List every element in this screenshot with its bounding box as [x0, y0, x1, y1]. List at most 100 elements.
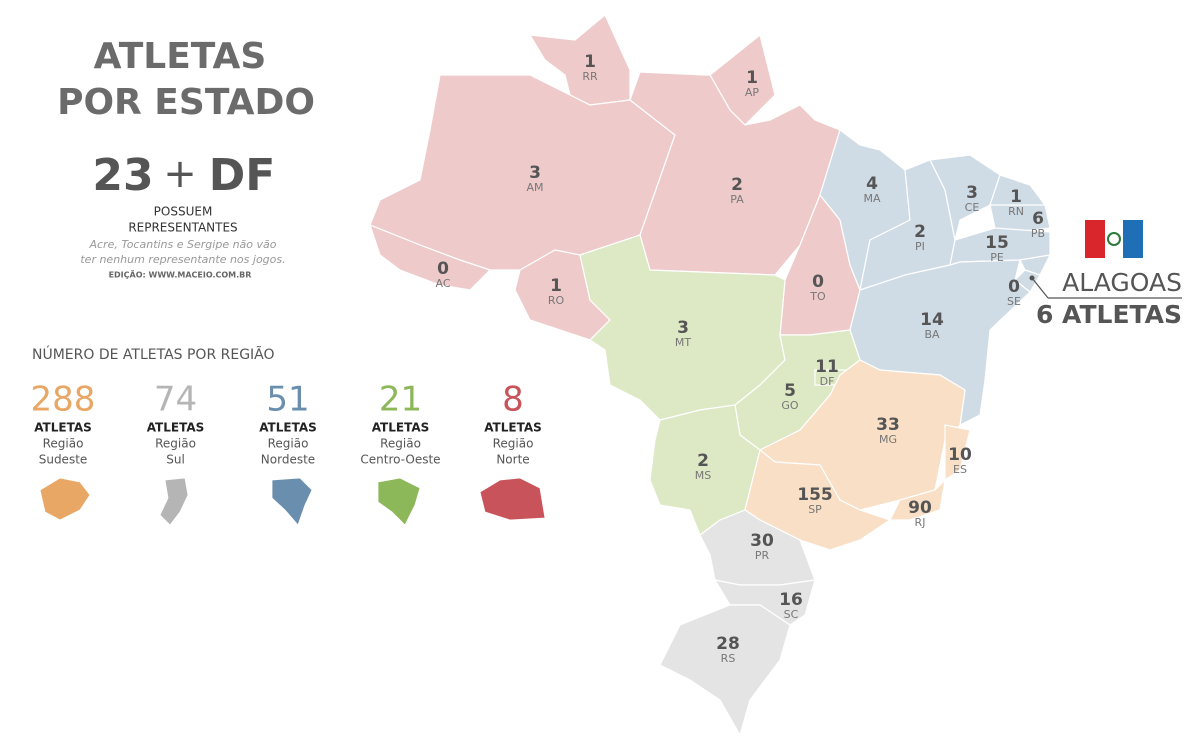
- state-abbr: RS: [721, 652, 736, 665]
- plus-sign: +: [163, 151, 197, 197]
- state-abbr: AM: [526, 181, 543, 194]
- state-count: 1: [550, 276, 562, 296]
- state-abbr: GO: [781, 399, 799, 412]
- region-label: Região: [268, 437, 309, 451]
- state-abbr: MS: [695, 469, 711, 482]
- state-abbr: BA: [924, 328, 940, 341]
- map: [369, 14, 1052, 737]
- region-total: 74: [154, 380, 197, 420]
- state-shape: [929, 154, 1001, 241]
- region-total: 8: [502, 380, 524, 420]
- state-count: 90: [908, 498, 932, 518]
- region-icon: [479, 477, 546, 521]
- state-count: 1: [584, 52, 596, 72]
- region-label: Região: [155, 437, 196, 451]
- state-count: 33: [876, 415, 900, 435]
- state-count: 10: [948, 445, 972, 465]
- region-total: 288: [31, 380, 96, 420]
- note: ter nenhum representante nos jogos.: [80, 253, 285, 266]
- region-label: Norte: [496, 453, 529, 467]
- title: ATLETAS: [94, 36, 267, 77]
- region-summary: 288ATLETASRegiãoSudeste74ATLETASRegiãoSu…: [31, 380, 546, 526]
- highlight-name: ALAGOAS: [1062, 268, 1182, 297]
- region-label: Sul: [166, 453, 185, 467]
- state-abbr: CE: [965, 201, 980, 214]
- state-abbr: TO: [809, 290, 826, 303]
- state-count: 0: [1008, 277, 1020, 297]
- state-abbr: RJ: [915, 516, 926, 529]
- state-abbr: MA: [863, 192, 880, 205]
- highlight-count: 6 ATLETAS: [1036, 300, 1182, 329]
- state-count: 1: [746, 68, 758, 88]
- state-shape: [369, 223, 492, 291]
- region-unit: ATLETAS: [34, 421, 92, 435]
- state-abbr: SP: [808, 503, 822, 516]
- state-count: 14: [920, 310, 944, 330]
- state-count: 30: [750, 531, 774, 551]
- region-icon: [377, 477, 421, 526]
- state-shape: [989, 204, 1051, 233]
- state-count: 2: [731, 175, 743, 195]
- state-count: 0: [437, 259, 449, 279]
- state-count: 11: [815, 357, 839, 377]
- state-count: 0: [812, 272, 824, 292]
- summary-label: REPRESENTANTES: [128, 221, 237, 235]
- state-count: 155: [797, 485, 833, 505]
- state-count: 2: [697, 451, 709, 471]
- alagoas-flag: [1085, 220, 1143, 258]
- state-count: 3: [529, 163, 541, 183]
- region-unit: ATLETAS: [147, 421, 205, 435]
- regions-heading: NÚMERO DE ATLETAS POR REGIÃO: [32, 345, 275, 363]
- state-abbr: MG: [879, 433, 897, 446]
- state-abbr: AC: [435, 277, 450, 290]
- state-abbr: RN: [1008, 205, 1024, 218]
- region-unit: ATLETAS: [259, 421, 317, 435]
- state-count: 16: [779, 590, 803, 610]
- state-count: 15: [985, 233, 1009, 253]
- state-count: 2: [914, 222, 926, 242]
- state-abbr: SC: [784, 608, 799, 621]
- region-total: 51: [266, 380, 309, 420]
- state-count: 5: [784, 381, 796, 401]
- title: POR ESTADO: [57, 82, 315, 123]
- region-label: Centro-Oeste: [360, 453, 440, 467]
- callout-dot: [1029, 275, 1035, 281]
- region-icon: [159, 477, 189, 526]
- state-count: 1: [1010, 187, 1022, 207]
- state-count: 28: [716, 634, 740, 654]
- state-abbr: DF: [820, 375, 835, 388]
- state-count-total: 23: [92, 150, 153, 201]
- df-label: DF: [209, 150, 276, 201]
- state-abbr: RO: [548, 294, 565, 307]
- state-count: 6: [1032, 209, 1044, 229]
- region-unit: ATLETAS: [484, 421, 542, 435]
- state-shape: [944, 424, 971, 482]
- state-shape: [659, 604, 791, 737]
- state-abbr: PA: [730, 193, 744, 206]
- state-abbr: PB: [1031, 227, 1045, 240]
- region-label: Sudeste: [39, 453, 88, 467]
- region-icon: [39, 477, 91, 521]
- note: Acre, Tocantins e Sergipe não vão: [88, 238, 276, 251]
- state-abbr: PI: [915, 240, 925, 253]
- region-label: Região: [43, 437, 84, 451]
- state-abbr: PE: [990, 251, 1004, 264]
- region-label: Nordeste: [261, 453, 315, 467]
- state-count: 3: [677, 318, 689, 338]
- state-abbr: ES: [953, 463, 967, 476]
- region-label: Região: [493, 437, 534, 451]
- credit: EDIÇÃO: WWW.MACEIO.COM.BR: [109, 270, 252, 280]
- state-abbr: RR: [582, 70, 598, 83]
- state-count: 3: [966, 183, 978, 203]
- region-unit: ATLETAS: [372, 421, 430, 435]
- state-abbr: MT: [675, 336, 691, 349]
- summary-label: POSSUEM: [154, 205, 213, 219]
- region-icon: [271, 477, 313, 526]
- state-abbr: PR: [755, 549, 770, 562]
- region-label: Região: [380, 437, 421, 451]
- state-count: 4: [866, 174, 878, 194]
- callout-line: [1031, 277, 1049, 299]
- state-abbr: SE: [1007, 295, 1021, 308]
